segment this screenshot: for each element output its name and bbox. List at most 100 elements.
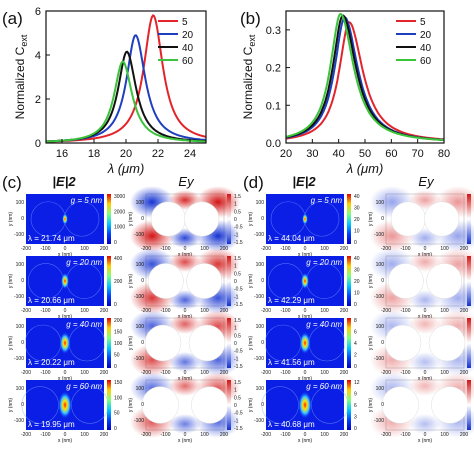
colorbar-tick: 0 <box>114 240 117 246</box>
colorbar-tick: 1000 <box>114 225 125 231</box>
colorbar-tick: 50 <box>114 411 120 417</box>
particle <box>424 201 460 237</box>
y-tick-label: 0 <box>21 278 24 284</box>
panel-c: (c) |E|2 Eyg = 5 nmλ = 21.74 μm30002000100… <box>2 173 243 444</box>
ey-lobe-blue <box>409 352 441 372</box>
y-tick-label: 100 <box>376 324 385 330</box>
x-tick-label: -100 <box>40 308 50 314</box>
series-line-60 <box>46 60 206 143</box>
colorbar-tick: 3000 <box>114 194 125 200</box>
y-tick-label: -100 <box>14 418 24 424</box>
x-tick-label: 0 <box>304 370 307 376</box>
x-axis-label: x (nm) <box>298 376 313 382</box>
x-tick-label: 0 <box>424 370 427 376</box>
gap-label: g = 60 nm <box>66 382 102 391</box>
gap-label: g = 40 nm <box>66 320 102 329</box>
y-tick-label: 0 <box>35 138 41 150</box>
x-tick-label: 70 <box>412 148 424 160</box>
colorbar-tick: 8 <box>354 318 357 324</box>
y-axis-label: y (nm) <box>368 274 374 289</box>
colorbar-tick: 200 <box>114 318 123 324</box>
x-tick-label: 0 <box>304 308 307 314</box>
col-title-intensity: |E|2 <box>292 174 316 189</box>
particle <box>141 386 179 424</box>
x-tick-label: 200 <box>100 432 109 438</box>
y-axis-label: Normalized Cext <box>13 34 29 119</box>
colorbar-tick: 0 <box>234 403 237 409</box>
x-tick-label: -200 <box>21 246 31 252</box>
gap-label: g = 60 nm <box>306 382 342 391</box>
colorbar-tick: -1.5 <box>234 426 243 432</box>
y-tick-label: 100 <box>16 200 25 206</box>
x-tick-label: 0 <box>64 246 67 252</box>
colorbar-tick: 6 <box>354 403 357 409</box>
ey-lobe-blue <box>409 290 441 310</box>
colorbar-tick: 0 <box>354 364 357 370</box>
ey-lobe-red <box>169 314 201 334</box>
series-line-60 <box>285 13 444 141</box>
y-axis-label-sub: ext <box>19 34 29 47</box>
colorbar-tick: 1.5 <box>234 318 241 324</box>
x-tick-label: 0 <box>184 246 187 252</box>
x-tick-label: 24 <box>184 148 196 160</box>
y-tick-label: -100 <box>134 418 144 424</box>
legend-label-20: 20 <box>420 30 432 41</box>
y-tick-label: 0 <box>141 340 144 346</box>
colorbar-tick: 0.5 <box>234 209 241 215</box>
colorbar-ey <box>467 194 471 244</box>
x-tick-label: 200 <box>460 432 469 438</box>
y-tick-label: 0.1 <box>266 100 281 112</box>
particle <box>147 263 184 299</box>
hotspot <box>302 213 308 225</box>
x-tick-label: 100 <box>440 246 449 252</box>
legend-label-5: 5 <box>420 17 426 28</box>
y-tick-label: 0 <box>141 402 144 408</box>
x-tick-label: -100 <box>280 308 290 314</box>
y-tick-label: -100 <box>14 294 24 300</box>
particle <box>426 263 463 299</box>
colorbar-tick: 0.5 <box>234 271 241 277</box>
ey-lobe-red <box>409 314 441 334</box>
x-tick-label: 16 <box>56 148 68 160</box>
panel-d: (d) |E|2 Eyg = 5 nmλ = 44.04 μm40302010010… <box>243 173 474 444</box>
colorbar-tick: 200 <box>114 279 123 285</box>
panel-label-b: (b) <box>240 9 261 28</box>
y-tick-label: -100 <box>14 356 24 362</box>
y-axis-label: y (nm) <box>248 274 254 289</box>
y-axis-label: y (nm) <box>248 212 254 227</box>
y-axis-label-main: Normalized C <box>241 46 255 119</box>
x-tick-label: -200 <box>141 432 151 438</box>
colorbar-tick: 10 <box>354 229 360 235</box>
x-tick-label: 0 <box>424 308 427 314</box>
colorbar-tick: 0 <box>354 426 357 432</box>
x-axis-label: x (nm) <box>298 438 313 444</box>
panel-label-a: (a) <box>2 9 23 28</box>
x-tick-label: 0 <box>304 246 307 252</box>
wavelength-label: λ = 44.04 μm <box>268 234 315 243</box>
panel-label-c: (c) <box>2 173 22 192</box>
col-title-intensity: |E|2 <box>52 174 76 189</box>
hotspot <box>59 332 71 354</box>
gap-label: g = 20 nm <box>66 258 102 267</box>
y-axis-label: y (nm) <box>128 336 134 351</box>
x-tick-label: 22 <box>152 148 164 160</box>
y-tick-label: -100 <box>254 294 264 300</box>
particle <box>387 263 424 299</box>
x-axis-label: x (nm) <box>58 314 73 320</box>
legend-label-20: 20 <box>182 30 194 41</box>
legend-label-40: 40 <box>420 43 432 54</box>
hotspot <box>60 272 70 290</box>
colorbar-tick: 0.5 <box>234 333 241 339</box>
colorbar-tick: 0 <box>354 302 357 308</box>
x-axis-label: x (nm) <box>58 376 73 382</box>
x-tick-label: 0 <box>424 432 427 438</box>
x-tick-label: -100 <box>40 370 50 376</box>
colorbar-tick: -1.5 <box>234 302 243 308</box>
wavelength-label: λ = 20.66 μm <box>28 296 75 305</box>
colorbar-tick: -1 <box>234 356 239 362</box>
colorbar-tick: 6 <box>354 330 357 336</box>
y-tick-label: 0 <box>141 278 144 284</box>
x-tick-label: 0 <box>304 432 307 438</box>
ey-lobe-blue <box>169 414 201 434</box>
